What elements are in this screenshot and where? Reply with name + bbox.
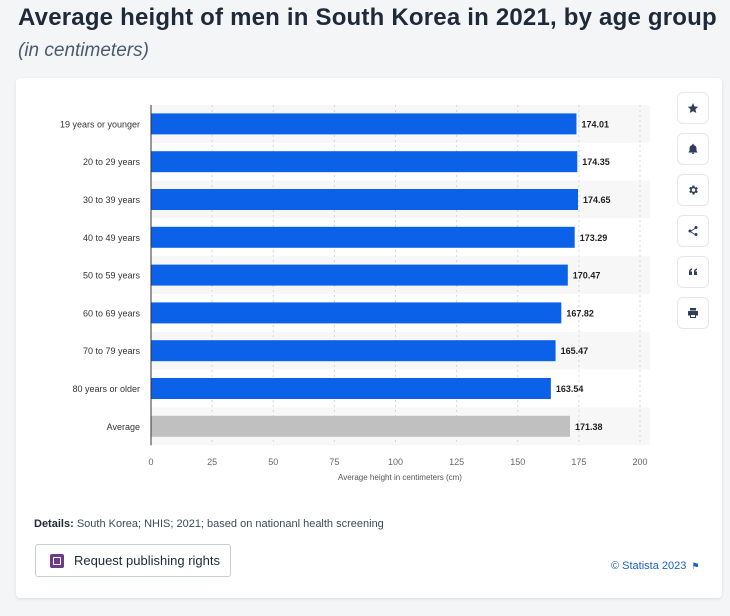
x-tick-label: 125 — [449, 457, 464, 467]
data-label: 171.38 — [575, 422, 603, 432]
star-icon — [687, 103, 699, 113]
data-label: 174.01 — [581, 119, 609, 129]
x-tick-label: 100 — [388, 457, 403, 467]
publish-icon — [50, 553, 64, 568]
category-label: 40 to 49 years — [83, 233, 141, 243]
x-tick-label: 75 — [329, 457, 339, 467]
details-text: Details: South Korea; NHIS; 2021; based … — [34, 518, 384, 530]
category-label: 70 to 79 years — [83, 346, 141, 356]
bar — [151, 302, 562, 324]
bar — [151, 415, 571, 437]
page-subtitle: (in centimeters) — [18, 40, 149, 61]
x-tick-label: 50 — [268, 457, 278, 467]
data-label: 165.47 — [561, 346, 589, 356]
print-icon — [688, 308, 698, 318]
favorite-button[interactable] — [677, 92, 709, 124]
data-label: 167.82 — [566, 308, 594, 318]
category-label: 20 to 29 years — [83, 157, 141, 167]
category-label: 50 to 59 years — [83, 271, 141, 281]
bar — [151, 189, 579, 210]
bar-chart: Average height in centimeters (cm) 0 25 50… — [60, 105, 650, 482]
gear-icon — [689, 185, 698, 195]
bell-icon — [688, 143, 698, 154]
data-label: 174.65 — [583, 195, 611, 205]
category-label: 80 years or older — [72, 384, 140, 394]
details-value: South Korea; NHIS; 2021; based on nation… — [76, 518, 384, 530]
data-label: 170.47 — [573, 271, 601, 281]
category-label: Average — [107, 422, 140, 432]
category-label: 60 to 69 years — [83, 308, 141, 318]
x-axis-title: Average height in centimeters (cm) — [338, 473, 462, 482]
bar — [151, 151, 578, 173]
publish-button-label: Request publishing rights — [74, 553, 220, 568]
settings-button[interactable] — [677, 174, 709, 206]
x-tick-label: 25 — [207, 457, 217, 467]
bar — [151, 378, 551, 399]
category-label: 19 years or younger — [60, 119, 140, 129]
bar — [151, 264, 568, 286]
share-button[interactable] — [677, 215, 709, 247]
chart-card: Average height in centimeters (cm) 0 25 50… — [16, 78, 722, 598]
notification-button[interactable] — [677, 133, 709, 165]
x-tick-label: 150 — [510, 457, 525, 467]
cite-button[interactable] — [677, 256, 709, 288]
statista-copyright-link[interactable]: © Statista 2023 ⚑ — [611, 560, 699, 572]
copyright-text: © Statista 2023 — [611, 560, 687, 572]
data-label: 173.29 — [580, 233, 608, 243]
data-label: 163.54 — [556, 384, 584, 394]
x-tick-label: 175 — [571, 457, 586, 467]
quote-icon — [689, 268, 697, 275]
x-tick-label: 0 — [148, 457, 153, 467]
x-tick-label: 200 — [632, 457, 647, 467]
flag-icon: ⚑ — [691, 561, 700, 571]
data-label: 174.35 — [582, 157, 610, 167]
bar — [151, 340, 556, 362]
details-label: Details: — [34, 518, 74, 530]
bar — [151, 226, 575, 248]
bar — [151, 113, 577, 135]
page-title: Average height of men in South Korea in … — [18, 4, 717, 31]
share-icon — [688, 226, 698, 236]
category-label: 30 to 39 years — [83, 195, 141, 205]
print-button[interactable] — [677, 297, 709, 329]
request-publishing-rights-button[interactable]: Request publishing rights — [35, 544, 231, 577]
